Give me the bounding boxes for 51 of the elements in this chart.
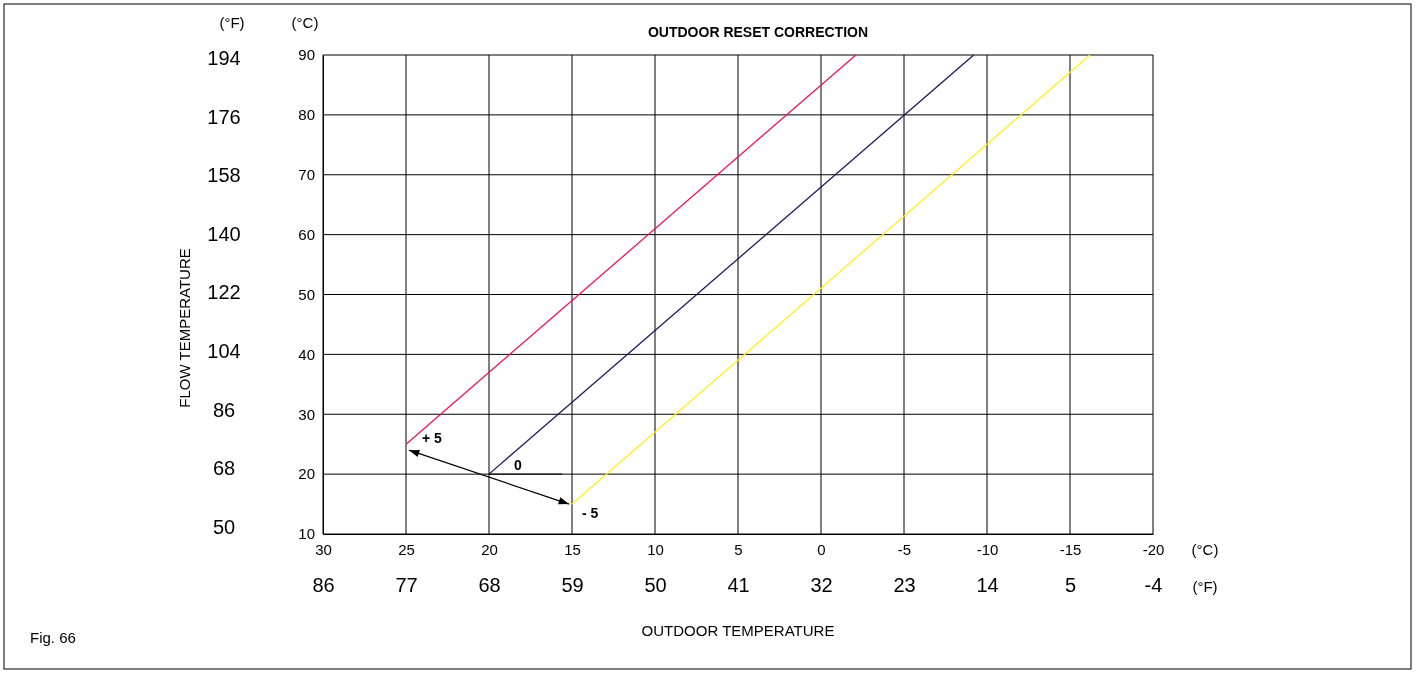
y2-tick-label: 158 [207,164,241,187]
text: (°C) [291,14,319,31]
y2-axis-title: FLOW TEMPERATURE [176,248,193,408]
x-tick-label: 10 [647,540,664,558]
y2-tick-label: 68 [212,457,236,480]
x2-tick-label: 32 [810,574,833,597]
y-tick-label: 80 [298,106,315,124]
x-tick-label: -20 [1142,540,1165,558]
chart-title: OUTDOOR RESET CORRECTION [647,24,869,40]
x2-tick-label: 41 [727,574,750,597]
y2-tick-label: 194 [207,46,241,69]
x-tick-label: 0 [817,540,826,558]
x-tick-label: -5 [897,540,912,558]
y2-tick-label: 50 [212,515,236,538]
x2-tick-label: 50 [644,574,667,597]
x-tick-label: 5 [734,540,743,558]
x-tick-label: -10 [976,540,999,558]
y-tick-label: 40 [298,345,315,363]
x-tick-label: 25 [398,540,415,558]
y-tick-label: 70 [298,166,315,184]
caption: Fig. 66 [30,629,76,646]
y-tick-label: 60 [298,225,315,243]
x2-tick-label: 23 [893,574,916,597]
x2-tick-label: 77 [395,574,418,597]
x2-tick-label: 59 [561,574,584,597]
x2-tick-label: -4 [1144,574,1163,597]
y-tick-label: 20 [298,465,315,483]
annotation: 0 [514,457,522,474]
y-tick-label: 30 [298,405,315,423]
y-tick-label: 90 [298,46,315,64]
y2-tick-label: 140 [207,222,241,245]
x2-tick-label: 5 [1064,574,1077,597]
y2-tick-label: 104 [207,340,241,363]
text: (°C) [1191,541,1219,558]
y-tick-label: 10 [298,525,315,543]
x-tick-label: 20 [481,540,498,558]
x2-tick-label: 86 [312,574,335,597]
x-tick-label: -15 [1059,540,1082,558]
x-tick-label: 15 [564,540,581,558]
x2-tick-label: 68 [478,574,501,597]
text: (°F) [1192,578,1218,595]
y2-tick-label: 86 [212,398,236,421]
y2-tick-label: 176 [207,105,241,128]
y-tick-label: 50 [298,285,315,303]
x-tick-label: 30 [315,540,332,558]
x-axis-title: OUTDOOR TEMPERATURE [641,622,835,639]
x2-tick-label: 14 [976,574,999,597]
annotation: - 5 [582,505,599,522]
y2-tick-label: 122 [207,281,241,304]
annotation: + 5 [422,430,443,447]
text: (°F) [219,14,245,31]
